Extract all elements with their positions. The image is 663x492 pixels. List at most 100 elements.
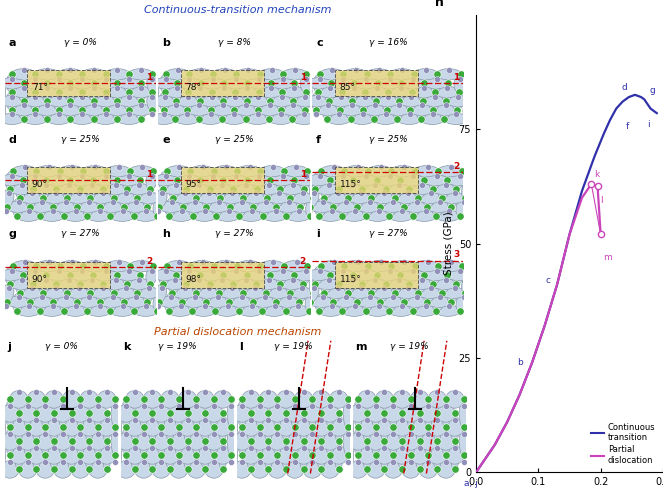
Text: 1: 1: [300, 170, 306, 179]
Point: [23, 430, 33, 438]
Point: [206, 106, 216, 114]
Ellipse shape: [345, 413, 353, 442]
Ellipse shape: [225, 283, 237, 302]
Point: [200, 409, 210, 417]
Ellipse shape: [148, 83, 159, 101]
Ellipse shape: [209, 278, 233, 290]
Ellipse shape: [345, 441, 353, 470]
Point: [208, 262, 219, 270]
Point: [290, 66, 300, 74]
Ellipse shape: [105, 104, 129, 116]
Point: [147, 437, 158, 445]
Point: [129, 409, 140, 417]
Ellipse shape: [23, 399, 32, 428]
Ellipse shape: [202, 283, 213, 302]
Text: b: b: [162, 37, 170, 48]
Point: [147, 465, 158, 473]
Ellipse shape: [285, 305, 310, 316]
Point: [338, 70, 349, 78]
Ellipse shape: [19, 432, 37, 450]
Ellipse shape: [212, 68, 237, 80]
Point: [161, 167, 172, 175]
Point: [314, 172, 325, 180]
Point: [455, 70, 466, 78]
Ellipse shape: [164, 87, 189, 98]
Ellipse shape: [272, 188, 284, 207]
Point: [396, 465, 407, 473]
Point: [386, 167, 396, 175]
Point: [310, 111, 321, 119]
Point: [1, 303, 11, 310]
Ellipse shape: [376, 175, 401, 186]
Ellipse shape: [62, 275, 74, 293]
Point: [277, 88, 288, 96]
Point: [125, 167, 135, 175]
Ellipse shape: [76, 74, 88, 92]
Point: [297, 284, 308, 292]
Ellipse shape: [233, 278, 257, 290]
Point: [89, 101, 99, 109]
Point: [54, 267, 64, 275]
Point: [217, 388, 228, 396]
Ellipse shape: [171, 83, 182, 101]
Ellipse shape: [172, 287, 196, 299]
Text: n: n: [435, 0, 444, 8]
Point: [388, 396, 398, 403]
Point: [271, 298, 281, 306]
Ellipse shape: [89, 404, 107, 422]
Point: [361, 388, 372, 396]
Point: [100, 92, 111, 100]
Ellipse shape: [205, 461, 223, 478]
Point: [327, 208, 337, 215]
Point: [89, 66, 99, 74]
Ellipse shape: [437, 404, 455, 422]
Ellipse shape: [210, 104, 235, 116]
Point: [124, 172, 135, 180]
Point: [217, 276, 227, 283]
Point: [450, 409, 460, 417]
Ellipse shape: [411, 87, 436, 98]
Point: [339, 167, 349, 175]
Point: [218, 176, 229, 184]
Point: [428, 111, 438, 119]
Point: [181, 280, 192, 288]
Ellipse shape: [168, 210, 193, 221]
Ellipse shape: [6, 296, 30, 308]
Ellipse shape: [97, 419, 116, 436]
Point: [384, 212, 394, 220]
Y-axis label: Stress (GPa): Stress (GPa): [443, 212, 453, 276]
Point: [349, 84, 359, 92]
Ellipse shape: [123, 74, 135, 92]
Ellipse shape: [36, 432, 54, 450]
Point: [231, 172, 241, 180]
Ellipse shape: [249, 283, 261, 302]
Text: 71°: 71°: [32, 83, 48, 92]
Point: [231, 70, 241, 78]
Ellipse shape: [384, 461, 402, 478]
Ellipse shape: [292, 113, 316, 124]
Point: [82, 212, 92, 220]
Ellipse shape: [6, 399, 14, 428]
Ellipse shape: [375, 391, 394, 408]
Ellipse shape: [0, 441, 5, 470]
Point: [402, 284, 413, 292]
Ellipse shape: [420, 113, 445, 124]
Ellipse shape: [219, 413, 227, 442]
Ellipse shape: [215, 305, 239, 316]
Point: [30, 88, 40, 96]
Point: [200, 437, 210, 445]
Ellipse shape: [116, 175, 141, 186]
Point: [227, 189, 237, 197]
Point: [158, 111, 169, 119]
Ellipse shape: [389, 399, 397, 428]
Ellipse shape: [63, 305, 88, 316]
Ellipse shape: [82, 68, 106, 80]
Point: [38, 194, 48, 202]
Point: [147, 172, 158, 180]
Point: [7, 167, 18, 175]
Ellipse shape: [113, 287, 137, 299]
Ellipse shape: [258, 87, 282, 98]
Ellipse shape: [5, 266, 17, 284]
Ellipse shape: [19, 404, 37, 422]
Point: [237, 293, 247, 301]
